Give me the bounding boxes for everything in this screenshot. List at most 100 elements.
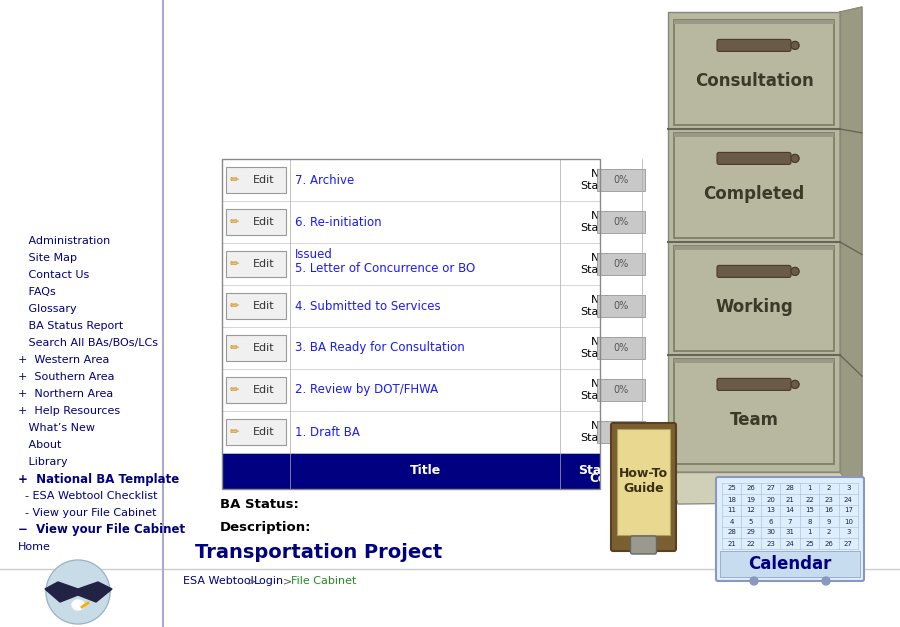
- Bar: [222, 285, 600, 327]
- Text: 26: 26: [824, 540, 833, 547]
- Text: 1. Draft BA: 1. Draft BA: [295, 426, 360, 438]
- Text: Working: Working: [716, 298, 793, 316]
- Bar: [597, 337, 645, 359]
- Text: 7: 7: [788, 519, 792, 525]
- Text: %
Complete: % Complete: [590, 457, 652, 485]
- Text: 17: 17: [844, 507, 853, 514]
- Text: ✏: ✏: [230, 259, 239, 269]
- Text: Team: Team: [730, 411, 778, 429]
- Text: 28: 28: [786, 485, 795, 492]
- Text: 16: 16: [824, 507, 833, 514]
- Text: ✏: ✏: [230, 343, 239, 353]
- Text: FAQs: FAQs: [18, 287, 56, 297]
- Text: Consultation: Consultation: [695, 72, 814, 90]
- Text: 21: 21: [786, 497, 795, 502]
- Text: Contact Us: Contact Us: [18, 270, 89, 280]
- Text: 23: 23: [824, 497, 833, 502]
- Text: 27: 27: [766, 485, 775, 492]
- Text: 3: 3: [846, 529, 850, 535]
- Text: Edit: Edit: [252, 259, 274, 269]
- Bar: [674, 246, 834, 351]
- FancyBboxPatch shape: [717, 152, 791, 164]
- Text: 24: 24: [844, 497, 852, 502]
- Bar: [226, 209, 286, 235]
- Text: BA Status Report: BA Status Report: [18, 321, 123, 331]
- Text: 20: 20: [766, 497, 775, 502]
- Bar: [226, 377, 286, 403]
- Text: Status: Status: [578, 465, 624, 478]
- Text: Login: Login: [254, 576, 284, 586]
- Circle shape: [791, 381, 799, 388]
- FancyBboxPatch shape: [717, 40, 791, 51]
- Bar: [617, 429, 670, 535]
- Text: 22: 22: [806, 497, 814, 502]
- FancyBboxPatch shape: [717, 379, 791, 391]
- Text: 26: 26: [747, 485, 756, 492]
- Text: - ESA Webtool Checklist: - ESA Webtool Checklist: [18, 491, 158, 501]
- Text: Not
Started: Not Started: [580, 295, 622, 317]
- Text: Description:: Description:: [220, 520, 311, 534]
- Text: 11: 11: [727, 507, 736, 514]
- Text: 28: 28: [727, 529, 736, 535]
- Bar: [222, 159, 600, 201]
- Text: 13: 13: [766, 507, 775, 514]
- Text: Glossary: Glossary: [18, 304, 76, 314]
- Text: 9: 9: [826, 519, 831, 525]
- Text: 0%: 0%: [614, 175, 628, 185]
- Polygon shape: [46, 560, 110, 624]
- Text: What’s New: What’s New: [18, 423, 95, 433]
- Text: +  Northern Area: + Northern Area: [18, 389, 113, 399]
- Text: Edit: Edit: [252, 385, 274, 395]
- Bar: [597, 421, 645, 443]
- Text: 25: 25: [727, 485, 736, 492]
- Text: 23: 23: [766, 540, 775, 547]
- Text: Administration: Administration: [18, 236, 110, 246]
- Text: 10: 10: [844, 519, 853, 525]
- Text: ESA Webtool: ESA Webtool: [183, 576, 254, 586]
- Text: 3: 3: [846, 485, 850, 492]
- Text: Title: Title: [410, 465, 441, 478]
- Text: - View your File Cabinet: - View your File Cabinet: [18, 508, 157, 518]
- Bar: [674, 133, 834, 238]
- Bar: [226, 419, 286, 445]
- Bar: [226, 335, 286, 361]
- Bar: [674, 133, 834, 137]
- Bar: [226, 293, 286, 319]
- Bar: [668, 12, 840, 472]
- Text: 30: 30: [766, 529, 775, 535]
- Text: ✏: ✏: [230, 175, 239, 185]
- Text: ✏: ✏: [230, 217, 239, 227]
- Bar: [597, 379, 645, 401]
- Text: Site Map: Site Map: [18, 253, 77, 263]
- Text: +  Southern Area: + Southern Area: [18, 372, 114, 382]
- Circle shape: [791, 41, 799, 50]
- Text: Home: Home: [18, 542, 51, 552]
- Text: Transportation Project: Transportation Project: [195, 542, 442, 562]
- Text: 1: 1: [807, 485, 812, 492]
- Text: 29: 29: [747, 529, 756, 535]
- Text: 8: 8: [807, 519, 812, 525]
- Bar: [222, 453, 600, 489]
- Text: ✏: ✏: [230, 427, 239, 437]
- Text: Library: Library: [18, 457, 68, 467]
- Text: −  View your File Cabinet: − View your File Cabinet: [18, 524, 185, 537]
- Bar: [720, 551, 860, 577]
- FancyBboxPatch shape: [611, 423, 676, 551]
- Text: >: >: [247, 576, 256, 586]
- Text: 31: 31: [786, 529, 795, 535]
- Text: 12: 12: [747, 507, 756, 514]
- Text: Edit: Edit: [252, 343, 274, 353]
- Text: 27: 27: [844, 540, 852, 547]
- Bar: [597, 253, 645, 275]
- Bar: [674, 359, 834, 464]
- Bar: [226, 167, 286, 193]
- Text: 14: 14: [786, 507, 795, 514]
- Text: 0%: 0%: [614, 343, 628, 353]
- Bar: [222, 369, 600, 411]
- Text: 4. Submitted to Services: 4. Submitted to Services: [295, 300, 441, 312]
- Text: 0%: 0%: [614, 217, 628, 227]
- Circle shape: [750, 577, 758, 585]
- Bar: [222, 411, 600, 453]
- Text: BA Status:: BA Status:: [220, 497, 299, 510]
- Text: ✏: ✏: [230, 301, 239, 311]
